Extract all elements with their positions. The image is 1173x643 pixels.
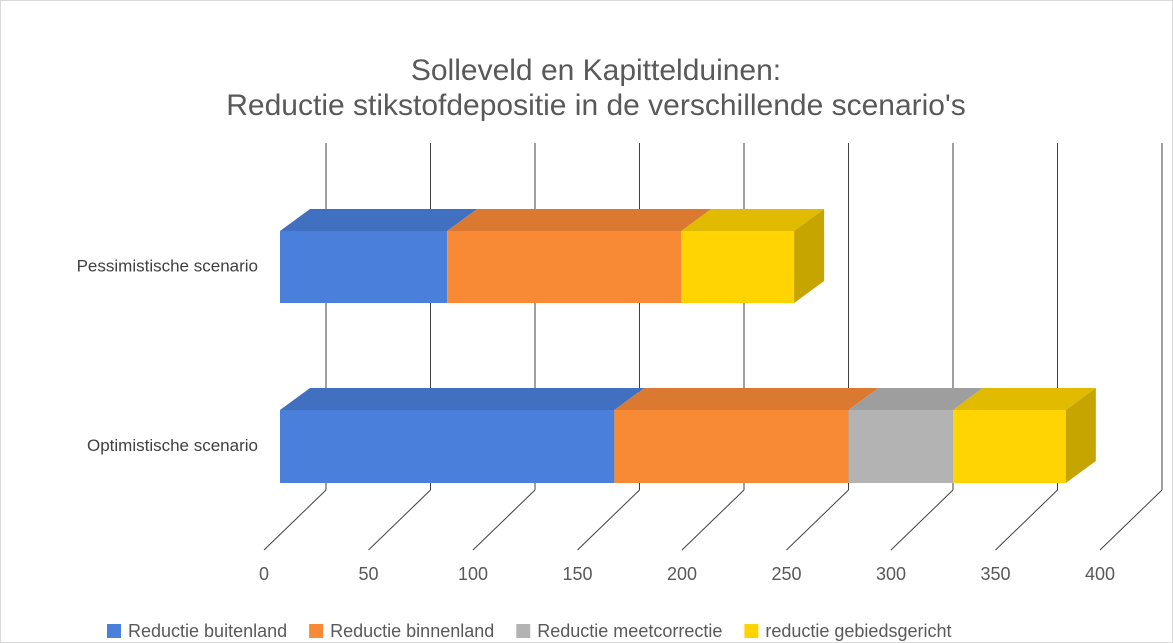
grid-line [786, 489, 849, 551]
grid-line [368, 489, 431, 551]
x-tick-label: 0 [259, 564, 269, 584]
grid-line [263, 489, 327, 551]
x-tick-label: 150 [562, 564, 592, 584]
legend-swatch [744, 624, 759, 638]
category-label: Optimistische scenario [87, 436, 258, 455]
bar [447, 231, 682, 303]
legend-label: Reductie binnenland [330, 621, 494, 641]
bar-top [447, 209, 712, 231]
chart-title: Reductie stikstofdepositie in de verschi… [226, 89, 965, 122]
bar-top [952, 388, 1096, 410]
bar-top [681, 209, 825, 231]
grid-line [472, 489, 536, 551]
x-tick-label: 250 [771, 564, 801, 584]
legend-swatch [309, 624, 324, 638]
x-tick-label: 200 [667, 564, 697, 584]
x-tick-label: 400 [1085, 564, 1115, 584]
grid-line [681, 489, 745, 551]
bar [614, 410, 849, 483]
bar [681, 231, 795, 303]
x-tick-label: 50 [358, 564, 378, 584]
legend-label: reductie gebiedsgericht [765, 621, 951, 641]
legend-swatch [107, 624, 121, 638]
legend-label: Reductie buitenland [128, 621, 287, 641]
bar-top [848, 388, 983, 410]
bar-top [614, 388, 879, 410]
category-label: Pessimistische scenario [77, 256, 258, 275]
x-tick-label: 300 [876, 564, 906, 584]
bar-side [1065, 388, 1096, 483]
bar-top [280, 209, 478, 231]
grid-line [995, 489, 1058, 551]
bar [280, 231, 448, 303]
legend-swatch [516, 624, 531, 638]
legend-label: Reductie meetcorrectie [537, 621, 722, 641]
grid-line [1099, 489, 1163, 551]
bar [848, 410, 953, 483]
grid-line [577, 489, 640, 551]
grid-line [890, 489, 954, 551]
x-tick-label: 100 [458, 564, 488, 584]
x-tick-label: 350 [980, 564, 1010, 584]
chart-title: Solleveld en Kapittelduinen: [411, 54, 781, 87]
bar-side [794, 209, 825, 303]
bar-top [280, 388, 645, 410]
bar [952, 410, 1066, 483]
bar [280, 410, 615, 483]
